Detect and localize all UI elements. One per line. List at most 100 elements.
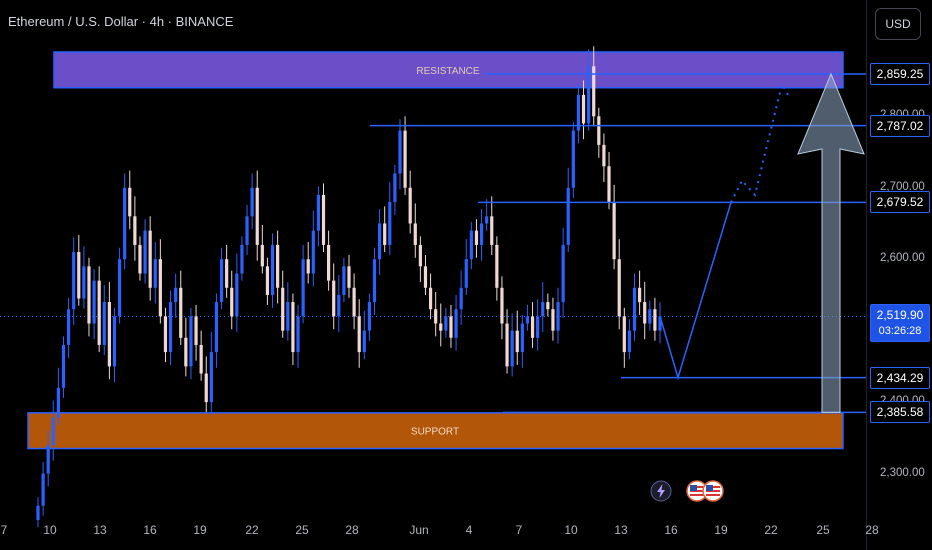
price-level-label: 2,434.29	[870, 366, 930, 389]
candle-body	[505, 323, 509, 367]
candle-body	[199, 344, 203, 374]
candle-body	[204, 373, 208, 403]
candle-body	[276, 244, 280, 288]
candle-body	[82, 266, 86, 299]
candle-body	[209, 352, 213, 403]
candle-body	[87, 266, 91, 324]
candle-body	[143, 230, 147, 274]
candle-body	[566, 187, 570, 245]
candle-body	[469, 230, 473, 260]
candle-body	[617, 259, 621, 317]
candle-body	[485, 216, 489, 224]
price-tick-label: 2,600.00	[880, 252, 925, 265]
lightning-icon[interactable]	[650, 480, 672, 502]
candle-body	[571, 130, 575, 188]
candle-body	[510, 330, 514, 367]
time-tick-label: 13	[93, 523, 107, 537]
candle-body	[393, 173, 397, 203]
candle-body	[479, 223, 484, 245]
candle-body	[490, 216, 494, 245]
candle-body	[576, 94, 581, 131]
candle-body	[296, 316, 300, 353]
candle-body	[306, 259, 310, 274]
us-flag-icon[interactable]	[702, 480, 724, 502]
candle-body	[138, 244, 142, 274]
target-arrow	[797, 72, 865, 413]
candle-body	[250, 187, 254, 217]
candle-body	[581, 94, 586, 124]
candle-body	[179, 287, 183, 338]
price-level-label: 2,787.02	[870, 114, 930, 137]
candle-body	[168, 302, 173, 353]
candle-body	[413, 223, 417, 245]
candle-body	[423, 266, 428, 288]
candle-body	[327, 244, 331, 281]
current-price-value: 2,519.90	[876, 308, 924, 323]
candle-body	[520, 323, 524, 353]
candle-body	[434, 309, 438, 324]
time-tick-label: 16	[143, 523, 157, 537]
currency-button[interactable]: USD	[875, 8, 921, 40]
candle-body	[281, 287, 285, 331]
candle-body	[607, 166, 611, 203]
candle-body	[454, 309, 458, 338]
candle-body	[398, 130, 402, 174]
candle-body	[428, 287, 433, 310]
candle-body	[230, 287, 234, 317]
price-level-label: 2,859.25	[870, 62, 930, 85]
candle-body	[153, 259, 157, 288]
candle-body	[174, 287, 178, 303]
candle-body	[367, 302, 371, 331]
time-tick-label: 25	[816, 523, 830, 537]
candle-body	[117, 259, 122, 317]
candle-body	[245, 216, 249, 245]
candle-body	[214, 302, 219, 353]
candle-body	[311, 230, 315, 274]
candle-body	[189, 316, 193, 367]
price-level-label: 2,679.52	[870, 191, 930, 214]
candle-body	[418, 244, 422, 267]
candle-body	[112, 316, 117, 367]
candle-body	[500, 287, 504, 324]
candle-body	[260, 244, 264, 267]
candle-body	[347, 266, 351, 288]
candle-body	[97, 280, 101, 345]
candle-body	[546, 302, 550, 310]
candle-body	[612, 202, 616, 260]
time-tick-label: 7	[0, 523, 8, 537]
support-zone	[27, 412, 844, 450]
candle-body	[102, 302, 106, 345]
candle-body	[408, 187, 412, 224]
candle-body	[536, 316, 540, 338]
candle-body	[286, 302, 290, 331]
time-tick-label: 28	[865, 523, 879, 537]
price-axis-separator	[866, 0, 867, 550]
candle-body	[602, 144, 606, 167]
candle-body	[77, 252, 81, 299]
bar-countdown: 03:26:28	[878, 325, 922, 338]
projection-dotted	[730, 81, 791, 203]
candle-body	[41, 473, 45, 506]
candle-body	[357, 316, 361, 353]
candle-body	[556, 302, 560, 331]
candle-body	[597, 116, 601, 145]
candle-body	[439, 323, 443, 331]
candle-body	[148, 230, 152, 288]
us-flag-icon[interactable]	[686, 480, 708, 502]
time-tick-label: Jun	[409, 523, 429, 537]
candle-body	[403, 130, 407, 188]
candle-body	[587, 66, 591, 124]
candle-body	[352, 287, 356, 317]
time-tick-label: 10	[564, 523, 578, 537]
time-tick-label: 19	[193, 523, 207, 537]
candle-body	[316, 194, 321, 231]
candle-body	[561, 244, 565, 303]
time-tick-label: 7	[515, 523, 523, 537]
resistance-zone	[53, 51, 844, 89]
candle-body	[592, 66, 596, 117]
candle-body	[632, 287, 637, 331]
support-label: SUPPORT	[411, 427, 459, 438]
candle-body	[133, 216, 137, 245]
time-tick-label: 19	[714, 523, 728, 537]
